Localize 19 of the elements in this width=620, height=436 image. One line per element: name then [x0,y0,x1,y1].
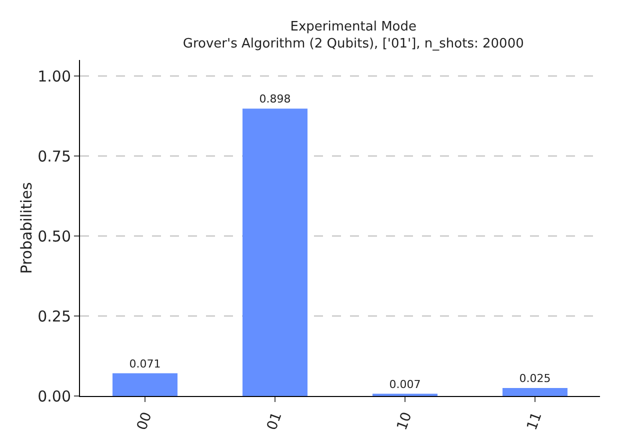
bar [502,388,568,396]
x-tick-label: 00 [134,410,156,432]
y-tick-label: 0.50 [38,227,71,246]
data-label: 0.898 [259,92,291,106]
bar [242,108,308,396]
chart-subtitle: Grover's Algorithm (2 Qubits), ['01'], n_shots: 20000 [182,36,524,52]
y-tick-label: 1.00 [38,67,71,86]
data-label: 0.025 [519,372,551,385]
y-tick-label: 0.75 [38,147,71,166]
x-tick-label: 01 [264,410,286,432]
y-tick-label: 0.00 [38,387,71,406]
x-tick-label: 11 [524,410,546,432]
chart-title: Experimental Mode [290,20,417,35]
bar [112,373,178,396]
x-tick-label: 10 [394,410,416,432]
y-tick-label: 0.25 [38,307,71,326]
y-axis-title: Probabilities [18,182,36,274]
data-label: 0.071 [129,357,161,370]
data-label: 0.007 [389,378,421,391]
